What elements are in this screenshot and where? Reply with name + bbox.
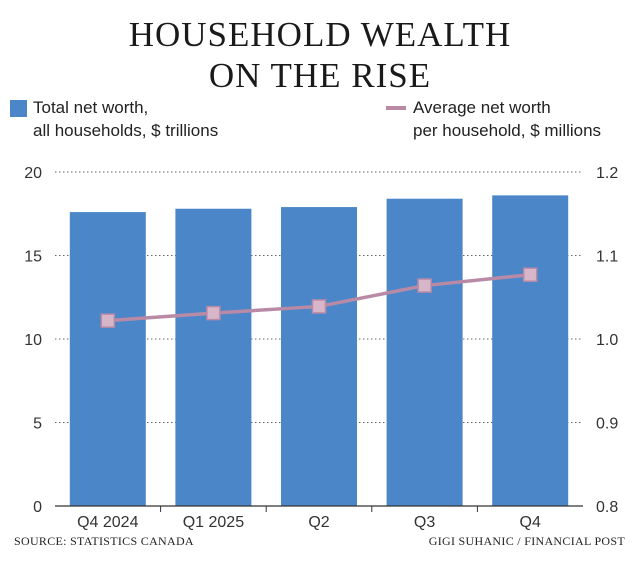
bar (175, 208, 252, 507)
left-axis-tick-label: 15 (24, 249, 42, 266)
right-axis-tick-label: 1.1 (596, 249, 618, 266)
line-marker (522, 267, 538, 282)
category-label: Q3 (414, 514, 435, 531)
bar (492, 195, 569, 506)
line-marker (100, 313, 116, 328)
right-axis-tick-label: 0.9 (596, 416, 618, 433)
left-axis-tick-label: 5 (33, 416, 42, 433)
bar (69, 212, 146, 506)
legend-bar-label-line-1: Total net worth, (33, 98, 149, 117)
right-axis-tick-label: 1.2 (596, 165, 618, 182)
bar (281, 207, 357, 506)
legend-bar-label-line-2: all households, $ trillions (33, 121, 219, 140)
line-marker (206, 305, 221, 321)
bar (386, 198, 463, 506)
left-axis-tick-label: 20 (24, 165, 42, 182)
category-label: Q2 (308, 514, 329, 531)
right-axis-tick-label: 1.0 (596, 332, 618, 349)
legend-line-swatch (386, 106, 406, 110)
legend-line-label-line-1: Average net worth (413, 98, 551, 117)
category-label: Q4 2024 (77, 514, 138, 531)
chart-title-line-1: HOUSEHOLD WEALTH (128, 15, 512, 54)
chart-title-line-2: ON THE RISE (208, 56, 432, 95)
category-label: Q4 (520, 514, 541, 531)
legend-bar-swatch (10, 100, 27, 117)
source-note: SOURCE: STATISTICS CANADA (14, 534, 194, 548)
right-axis-tick-label: 0.8 (596, 499, 618, 516)
line-marker (311, 299, 327, 314)
line-marker (417, 278, 432, 293)
credit-note: GIGI SUHANIC / FINANCIAL POST (428, 534, 625, 548)
legend-line-label-line-2: per household, $ millions (413, 121, 602, 140)
category-label: Q1 2025 (183, 514, 244, 531)
left-axis-tick-label: 0 (33, 499, 42, 516)
left-axis-tick-label: 10 (24, 332, 42, 349)
